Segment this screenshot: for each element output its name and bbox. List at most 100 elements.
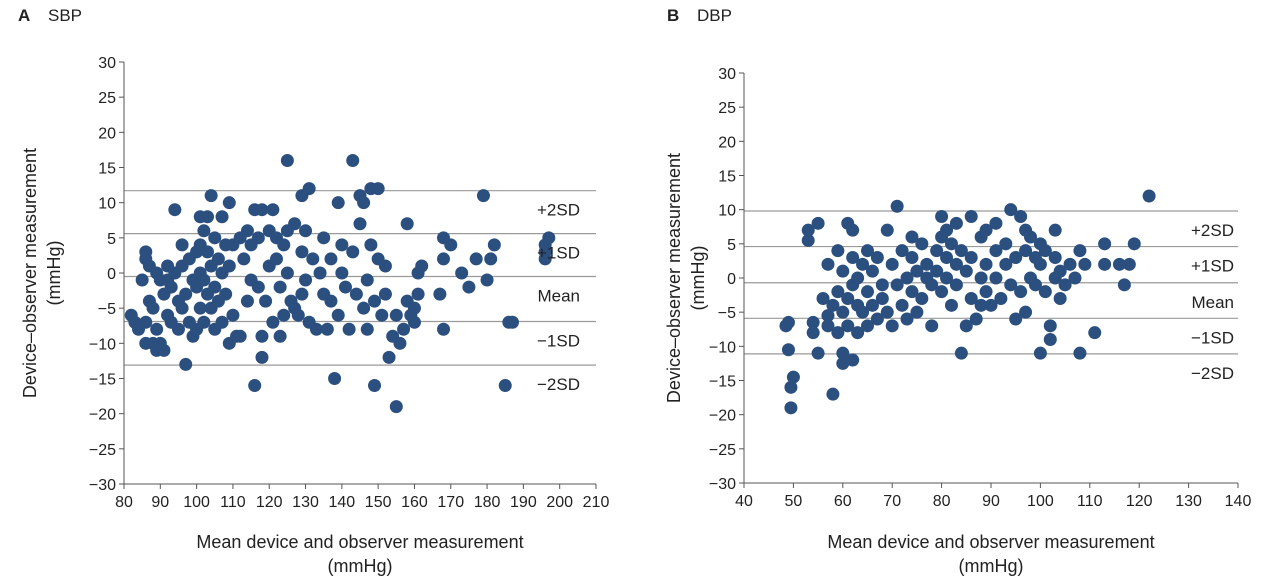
x-tick-label: 170 <box>437 494 464 511</box>
data-point <box>171 322 185 336</box>
data-point <box>437 322 451 336</box>
data-point <box>306 252 320 266</box>
data-point <box>831 285 845 299</box>
data-point <box>1078 257 1092 271</box>
data-point <box>197 315 211 329</box>
data-point <box>175 238 189 252</box>
x-tick-label: 180 <box>474 494 501 511</box>
data-point <box>1053 264 1067 278</box>
y-tick-label: 10 <box>98 196 116 213</box>
y-tick-label: 5 <box>107 231 116 248</box>
x-tick-label: 130 <box>1175 493 1202 510</box>
data-point <box>851 271 865 285</box>
data-point <box>784 401 798 415</box>
data-point <box>505 315 519 329</box>
x-axis-title: (mmHg) <box>328 556 393 576</box>
y-tick-label: −25 <box>89 442 116 459</box>
data-point <box>1117 278 1131 292</box>
data-point <box>999 237 1013 251</box>
data-point <box>910 264 924 278</box>
data-point <box>328 372 342 385</box>
data-point <box>875 278 889 292</box>
data-point <box>831 326 845 340</box>
data-point <box>437 252 451 266</box>
data-point <box>201 245 215 259</box>
data-point <box>930 264 944 278</box>
y-axis-title: Device–observer measurement <box>20 148 40 398</box>
y-tick-label: 15 <box>718 169 736 186</box>
data-point <box>1009 312 1023 326</box>
data-point <box>801 233 815 247</box>
data-point <box>836 305 850 319</box>
data-point <box>940 223 954 237</box>
data-point <box>222 259 236 273</box>
data-point <box>1038 244 1052 258</box>
data-point <box>989 244 1003 258</box>
data-point <box>821 309 835 323</box>
data-point <box>940 271 954 285</box>
data-point <box>360 322 374 336</box>
data-point <box>233 329 247 343</box>
data-point <box>157 343 171 357</box>
data-point <box>455 266 469 280</box>
data-point <box>382 350 396 364</box>
data-point <box>411 287 425 301</box>
data-point <box>360 273 374 287</box>
data-point <box>935 285 949 299</box>
reference-line-label: Mean <box>537 287 580 306</box>
data-point <box>1038 285 1052 299</box>
data-point <box>821 319 835 333</box>
data-point <box>875 292 889 305</box>
y-tick-label: 30 <box>718 66 736 83</box>
y-tick-label: −25 <box>709 442 736 459</box>
data-point <box>865 264 879 278</box>
data-point <box>538 245 552 259</box>
data-point <box>542 231 556 245</box>
y-tick-label: 15 <box>98 161 116 178</box>
data-point <box>784 380 798 394</box>
y-tick-label: −10 <box>709 339 736 356</box>
data-point <box>280 153 294 167</box>
data-point <box>317 231 331 245</box>
data-point <box>861 319 874 333</box>
data-point <box>885 257 899 271</box>
data-point <box>193 301 207 315</box>
data-point <box>940 251 954 264</box>
data-point <box>197 224 211 238</box>
data-point <box>865 298 879 312</box>
data-point <box>1098 237 1112 251</box>
data-point <box>378 287 392 301</box>
data-point <box>905 285 919 299</box>
y-tick-label: −15 <box>709 374 736 391</box>
reference-line-label: −2SD <box>1191 364 1234 383</box>
data-point <box>1019 244 1033 258</box>
data-point <box>974 271 988 285</box>
data-point <box>368 294 382 308</box>
data-point <box>900 312 914 326</box>
data-point <box>846 251 860 264</box>
data-point <box>1043 319 1057 333</box>
data-point <box>999 257 1013 271</box>
x-tick-label: 120 <box>1126 493 1153 510</box>
data-point <box>1033 257 1047 271</box>
data-point <box>299 273 313 287</box>
data-point <box>201 210 215 224</box>
y-tick-label: −15 <box>89 372 116 389</box>
y-tick-label: −20 <box>709 408 736 425</box>
data-point <box>1024 230 1038 244</box>
data-point <box>811 216 825 230</box>
data-point <box>1004 278 1018 292</box>
panel-b-title: DBP <box>697 6 732 25</box>
data-point <box>335 266 349 280</box>
y-tick-label: 30 <box>98 55 116 72</box>
data-point <box>1028 278 1042 292</box>
data-point <box>487 238 501 252</box>
x-tick-label: 150 <box>365 494 392 511</box>
data-point <box>841 292 855 305</box>
data-point <box>291 308 305 322</box>
x-tick-label: 110 <box>1077 493 1103 510</box>
data-point <box>880 305 894 319</box>
data-point <box>949 216 963 230</box>
data-point <box>1088 326 1102 340</box>
data-point <box>915 237 929 251</box>
